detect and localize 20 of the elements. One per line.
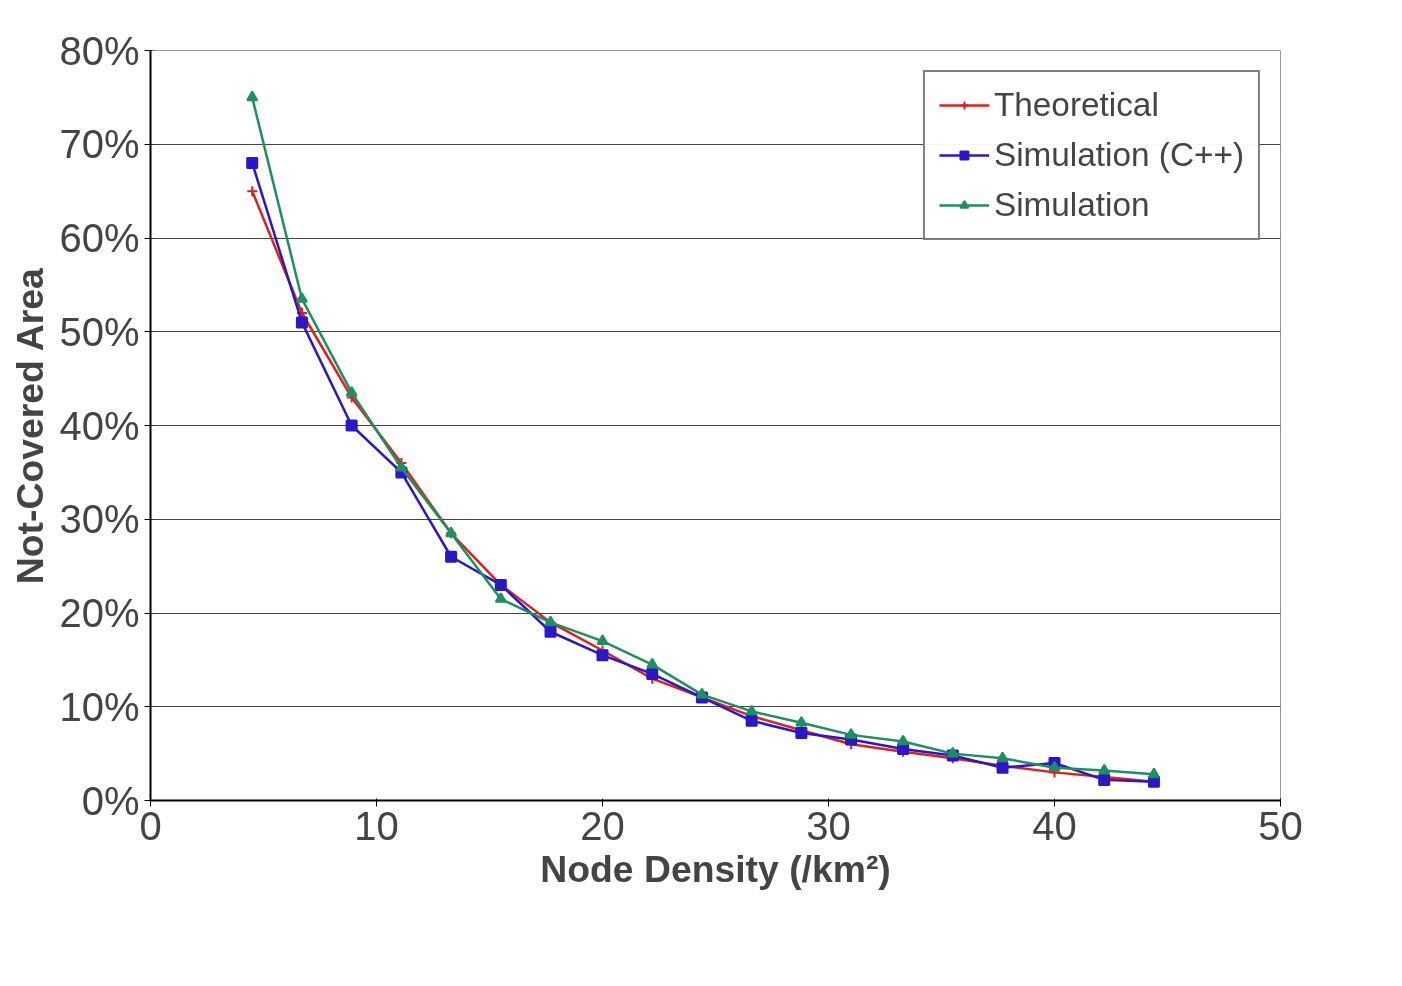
x-tick-label: 0 (139, 803, 162, 848)
y-tick-label: 70% (59, 122, 140, 167)
y-tick-label: 80% (59, 28, 140, 73)
x-tick-label: 10 (354, 803, 399, 848)
y-tick-label: 30% (59, 497, 140, 542)
x-tick-label: 40 (1032, 803, 1077, 848)
y-tick-label: 40% (59, 403, 140, 448)
x-tick-label: 20 (580, 803, 625, 848)
y-tick-label: 50% (59, 309, 140, 354)
y-tick-label: 0% (81, 778, 140, 823)
y-tick-label: 60% (59, 216, 140, 260)
legend-label: Simulation (C++) (993, 136, 1244, 174)
legend-label: Theoretical (993, 86, 1159, 124)
x-tick-label: 30 (806, 803, 851, 848)
y-axis-title: Not-Covered Area (9, 267, 52, 585)
y-tick-label: 20% (59, 591, 140, 635)
legend-label: Simulation (993, 186, 1150, 224)
y-tick-label: 10% (59, 684, 140, 729)
x-tick-label: 50 (1258, 803, 1303, 848)
x-axis-title: Node Density (/km²) (540, 847, 891, 890)
